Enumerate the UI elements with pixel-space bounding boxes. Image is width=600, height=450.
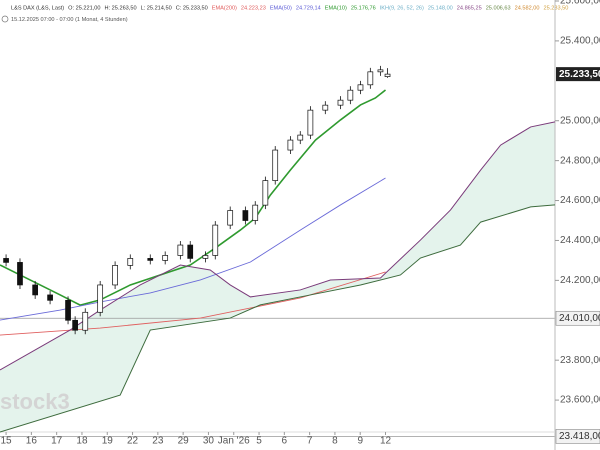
candle-body	[307, 109, 314, 136]
subtitle: 15.12.2025 07:00 - 07:00 (1 Monat, 4 Stu…	[11, 17, 128, 23]
candle-body	[357, 84, 364, 91]
header-item: C: 25.233,50	[176, 6, 208, 12]
header-item: O: 25.221,00	[68, 6, 100, 12]
candle-body	[252, 204, 259, 221]
candle-body	[82, 311, 89, 331]
y-tick-label: 23.800,00	[560, 355, 600, 366]
level-box	[555, 429, 600, 444]
header-item: 25.006,63	[486, 6, 511, 12]
last-price-box	[556, 67, 600, 82]
candle-body	[187, 244, 194, 259]
candle-body	[287, 139, 294, 151]
y-tick-label: 24.800,00	[560, 155, 600, 166]
header-item: 24.729,14	[296, 6, 321, 12]
candle-body	[97, 284, 104, 313]
candle-body	[367, 71, 374, 86]
candle-body	[242, 210, 249, 221]
x-tick-label: Jan '26	[218, 436, 250, 447]
indicator-line	[0, 121, 556, 371]
candle-body	[65, 299, 71, 321]
candle-body	[212, 224, 219, 256]
candle-body	[32, 284, 39, 296]
candle-body	[337, 99, 344, 106]
header-item: 25.176,76	[351, 6, 376, 12]
y-tick-label: 25.000,00	[560, 115, 600, 126]
x-tick-label: 6	[282, 436, 288, 447]
candle-body	[17, 262, 23, 286]
header-item: H: 25.263,50	[105, 6, 137, 12]
y-tick-label: 24.200,00	[560, 275, 600, 286]
header-item: L: 25.214,50	[141, 6, 172, 12]
indicator-line	[0, 204, 556, 433]
candle-body	[162, 255, 169, 261]
indicator-line	[0, 89, 387, 306]
x-tick-label: 19	[102, 436, 114, 447]
y-tick-label: 24.400,00	[560, 235, 600, 246]
header-item: EMA(200)	[212, 6, 237, 12]
candle-body	[322, 104, 329, 111]
x-tick-label: 7	[307, 436, 313, 447]
candle-body	[384, 73, 391, 77]
y-tick-label: 25.400,00	[560, 36, 600, 47]
candle-body	[177, 244, 184, 256]
header-item: 24.582,00	[515, 6, 540, 12]
candle-body	[127, 258, 134, 266]
header-item: EMA(10)	[325, 6, 347, 12]
x-tick-label: 9	[357, 436, 363, 447]
x-tick-label: 15	[1, 436, 13, 447]
candle-body	[147, 258, 154, 261]
header-item: EMA(50)	[270, 6, 292, 12]
x-tick-label: 8	[332, 436, 338, 447]
candle-body	[227, 210, 234, 226]
level-box	[555, 310, 600, 326]
last-price-label: 25.233,50	[559, 69, 600, 80]
y-tick-label: 24.600,00	[560, 195, 600, 206]
candle-body	[47, 294, 53, 301]
x-tick-label: 18	[76, 436, 88, 447]
header-item: L&S DAX (L&S, Last)	[11, 6, 64, 12]
candle-body	[297, 134, 304, 141]
x-tick-label: 30	[203, 436, 215, 447]
candle-body	[3, 258, 9, 263]
level-label: 24.010,00	[559, 313, 600, 324]
x-tick-label: 22	[127, 436, 139, 447]
level-label: 23.418,00	[559, 431, 600, 442]
watermark: stock3	[0, 389, 70, 414]
header-item: 24.223,23	[241, 6, 266, 12]
header: L&S DAX (L&S, Last) O: 25.221,00 H: 25.263…	[11, 6, 568, 12]
candle-body	[262, 180, 269, 206]
x-tick-label: 16	[26, 436, 38, 447]
candle-body	[272, 149, 279, 181]
indicator-line	[0, 271, 386, 336]
clock-icon	[1, 15, 9, 23]
candle-body	[72, 319, 78, 331]
candle-body	[112, 265, 118, 286]
candle-body	[202, 255, 209, 259]
candle-body	[347, 89, 354, 101]
header-item: 25.148,00	[428, 6, 453, 12]
x-tick-label: 5	[256, 436, 262, 447]
header-item: 25.233,50	[543, 6, 568, 12]
header-item: 24.865,25	[457, 6, 482, 12]
x-tick-label: 23	[152, 436, 164, 447]
y-tick-label: 25.600,00	[560, 0, 600, 7]
x-tick-label: 29	[178, 436, 190, 447]
y-tick-label: 23.600,00	[560, 395, 600, 406]
candle-body	[377, 69, 384, 73]
x-tick-label: 17	[51, 436, 63, 447]
header-item: IKH(9, 26, 52, 26)	[380, 6, 424, 12]
indicator-line	[0, 177, 386, 321]
x-tick-label: 12	[380, 436, 392, 447]
